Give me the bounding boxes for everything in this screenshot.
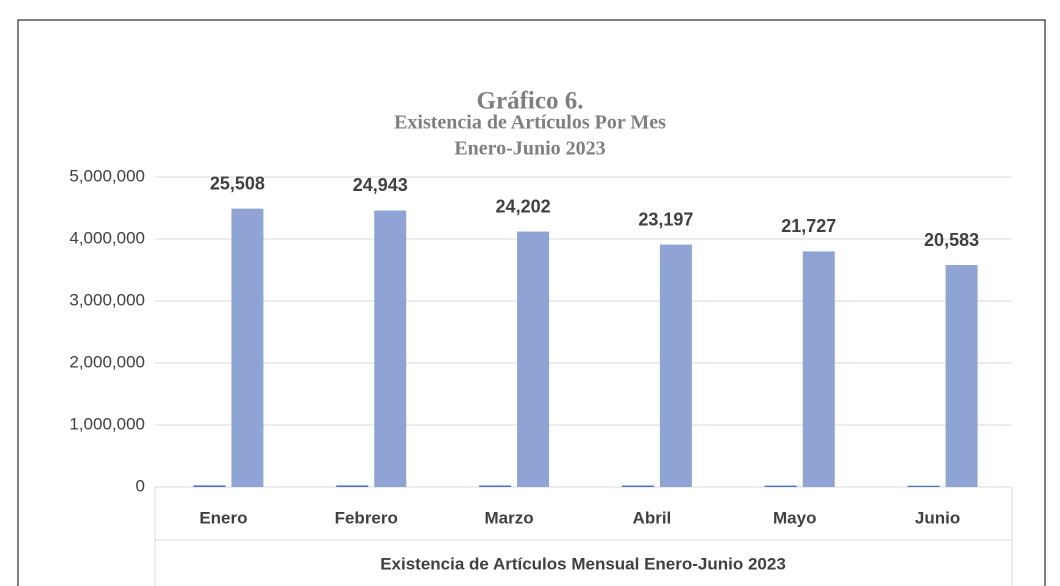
y-tick-label: 2,000,000 — [69, 352, 145, 371]
x-tick-label: Abril — [633, 508, 672, 527]
x-tick-label: Febrero — [335, 508, 398, 527]
bar — [479, 485, 512, 487]
bar — [231, 208, 264, 487]
y-tick-label: 1,000,000 — [69, 414, 145, 433]
data-label: 20,583 — [924, 230, 979, 250]
bar — [945, 265, 978, 487]
y-tick-label: 3,000,000 — [69, 290, 145, 309]
bar — [517, 231, 550, 487]
bar — [659, 244, 692, 487]
chart-subtitle: Existencia de Artículos Por Mes — [394, 112, 666, 134]
x-tick-label: Mayo — [773, 508, 816, 527]
x-axis-title: Existencia de Artículos Mensual Enero-Ju… — [380, 554, 786, 573]
bar — [336, 485, 369, 487]
chart-title: Gráfico 6. — [477, 88, 584, 115]
chart-border — [17, 19, 1046, 586]
y-tick-label: 4,000,000 — [69, 228, 145, 247]
bar — [907, 485, 940, 487]
data-label: 24,943 — [353, 175, 408, 195]
x-tick-label: Marzo — [485, 508, 534, 527]
y-tick-label: 5,000,000 — [69, 166, 145, 185]
bar — [374, 210, 407, 488]
chart-subtitle: Enero-Junio 2023 — [454, 138, 605, 160]
bar — [802, 251, 835, 487]
y-tick-label: 0 — [136, 476, 145, 495]
data-label: 25,508 — [210, 173, 265, 193]
x-tick-label: Junio — [915, 508, 960, 527]
data-label: 21,727 — [781, 216, 836, 236]
data-label: 23,197 — [638, 209, 693, 229]
x-tick-label: Enero — [199, 508, 247, 527]
bar — [621, 485, 654, 487]
data-label: 24,202 — [496, 196, 551, 216]
bar — [764, 485, 797, 487]
bar — [193, 485, 226, 487]
